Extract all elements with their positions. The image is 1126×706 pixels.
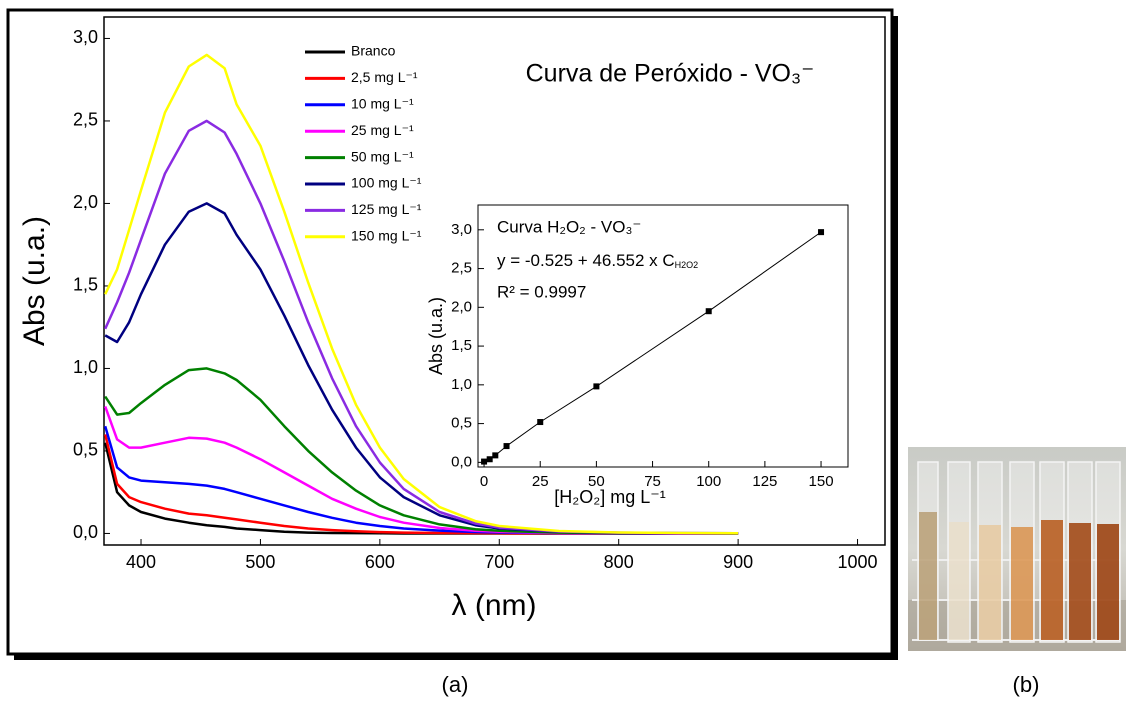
legend-label: 50 mg L⁻¹ <box>351 148 414 164</box>
x-tick-label: 100 <box>696 473 721 490</box>
data-point <box>503 443 510 450</box>
legend-label: 2,5 mg L⁻¹ <box>351 69 418 85</box>
panel-label: (b) <box>1013 672 1040 697</box>
data-point <box>705 308 712 315</box>
x-tick-label: 700 <box>484 552 514 572</box>
x-axis-label: [H₂O₂] mg L⁻¹ <box>554 487 666 507</box>
y-tick-label: 3,0 <box>73 27 98 47</box>
legend-label: 150 mg L⁻¹ <box>351 228 422 244</box>
data-point <box>593 383 600 390</box>
y-tick-label: 1,0 <box>451 376 472 393</box>
legend-label: 100 mg L⁻¹ <box>351 175 422 191</box>
equation-subscript: H2O2 <box>675 260 699 270</box>
plot-area <box>477 204 849 468</box>
data-point <box>481 458 488 465</box>
x-tick-label: 150 <box>809 473 834 490</box>
y-tick-label: 2,0 <box>451 298 472 315</box>
y-tick-label: 0,5 <box>451 415 472 432</box>
x-tick-label: 1000 <box>838 552 878 572</box>
x-tick-label: 400 <box>126 552 156 572</box>
x-tick-label: 900 <box>723 552 753 572</box>
inset-title: Curva H₂O₂ - VO₃⁻ <box>497 217 641 236</box>
legend-label: 25 mg L⁻¹ <box>351 122 414 138</box>
x-tick-label: 75 <box>644 473 661 490</box>
x-axis-label: λ (nm) <box>452 589 537 622</box>
data-point <box>492 452 499 459</box>
legend-label: 125 mg L⁻¹ <box>351 201 422 217</box>
x-tick-label: 0 <box>480 473 488 490</box>
r-squared: R² = 0.9997 <box>497 282 586 301</box>
equation-text: y = -0.525 + 46.552 x C <box>497 251 675 270</box>
legend-label: Branco <box>351 43 396 59</box>
y-axis-label: Abs (u.a.) <box>426 297 446 375</box>
series-line <box>104 53 739 535</box>
y-tick-label: 0,5 <box>73 440 98 460</box>
x-tick-label: 50 <box>588 473 605 490</box>
data-point <box>537 419 544 426</box>
y-tick-label: 3,0 <box>451 221 472 238</box>
y-tick-label: 0,0 <box>451 453 472 470</box>
x-tick-label: 800 <box>604 552 634 572</box>
x-tick-label: 25 <box>532 473 549 490</box>
series-line <box>104 367 739 535</box>
panel-label: (a) <box>442 672 469 697</box>
chart-title: Curva de Peróxido - VO₃⁻ <box>526 60 815 88</box>
x-tick-label: 125 <box>752 473 777 490</box>
x-tick-label: 500 <box>245 552 275 572</box>
y-tick-label: 2,5 <box>73 110 98 130</box>
y-tick-label: 2,5 <box>451 260 472 277</box>
x-tick-label: 600 <box>365 552 395 572</box>
photo <box>908 447 1126 651</box>
y-tick-label: 1,0 <box>73 357 98 377</box>
y-tick-label: 2,0 <box>73 192 98 212</box>
data-point <box>818 229 825 236</box>
legend-label: 10 mg L⁻¹ <box>351 96 414 112</box>
y-axis-label: Abs (u.a.) <box>18 216 51 346</box>
y-tick-label: 1,5 <box>73 275 98 295</box>
equation: y = -0.525 + 46.552 x CH2O2 <box>497 251 698 270</box>
y-tick-label: 1,5 <box>451 337 472 354</box>
data-point <box>486 456 493 463</box>
series-line <box>104 119 739 535</box>
y-tick-label: 0,0 <box>73 522 98 542</box>
